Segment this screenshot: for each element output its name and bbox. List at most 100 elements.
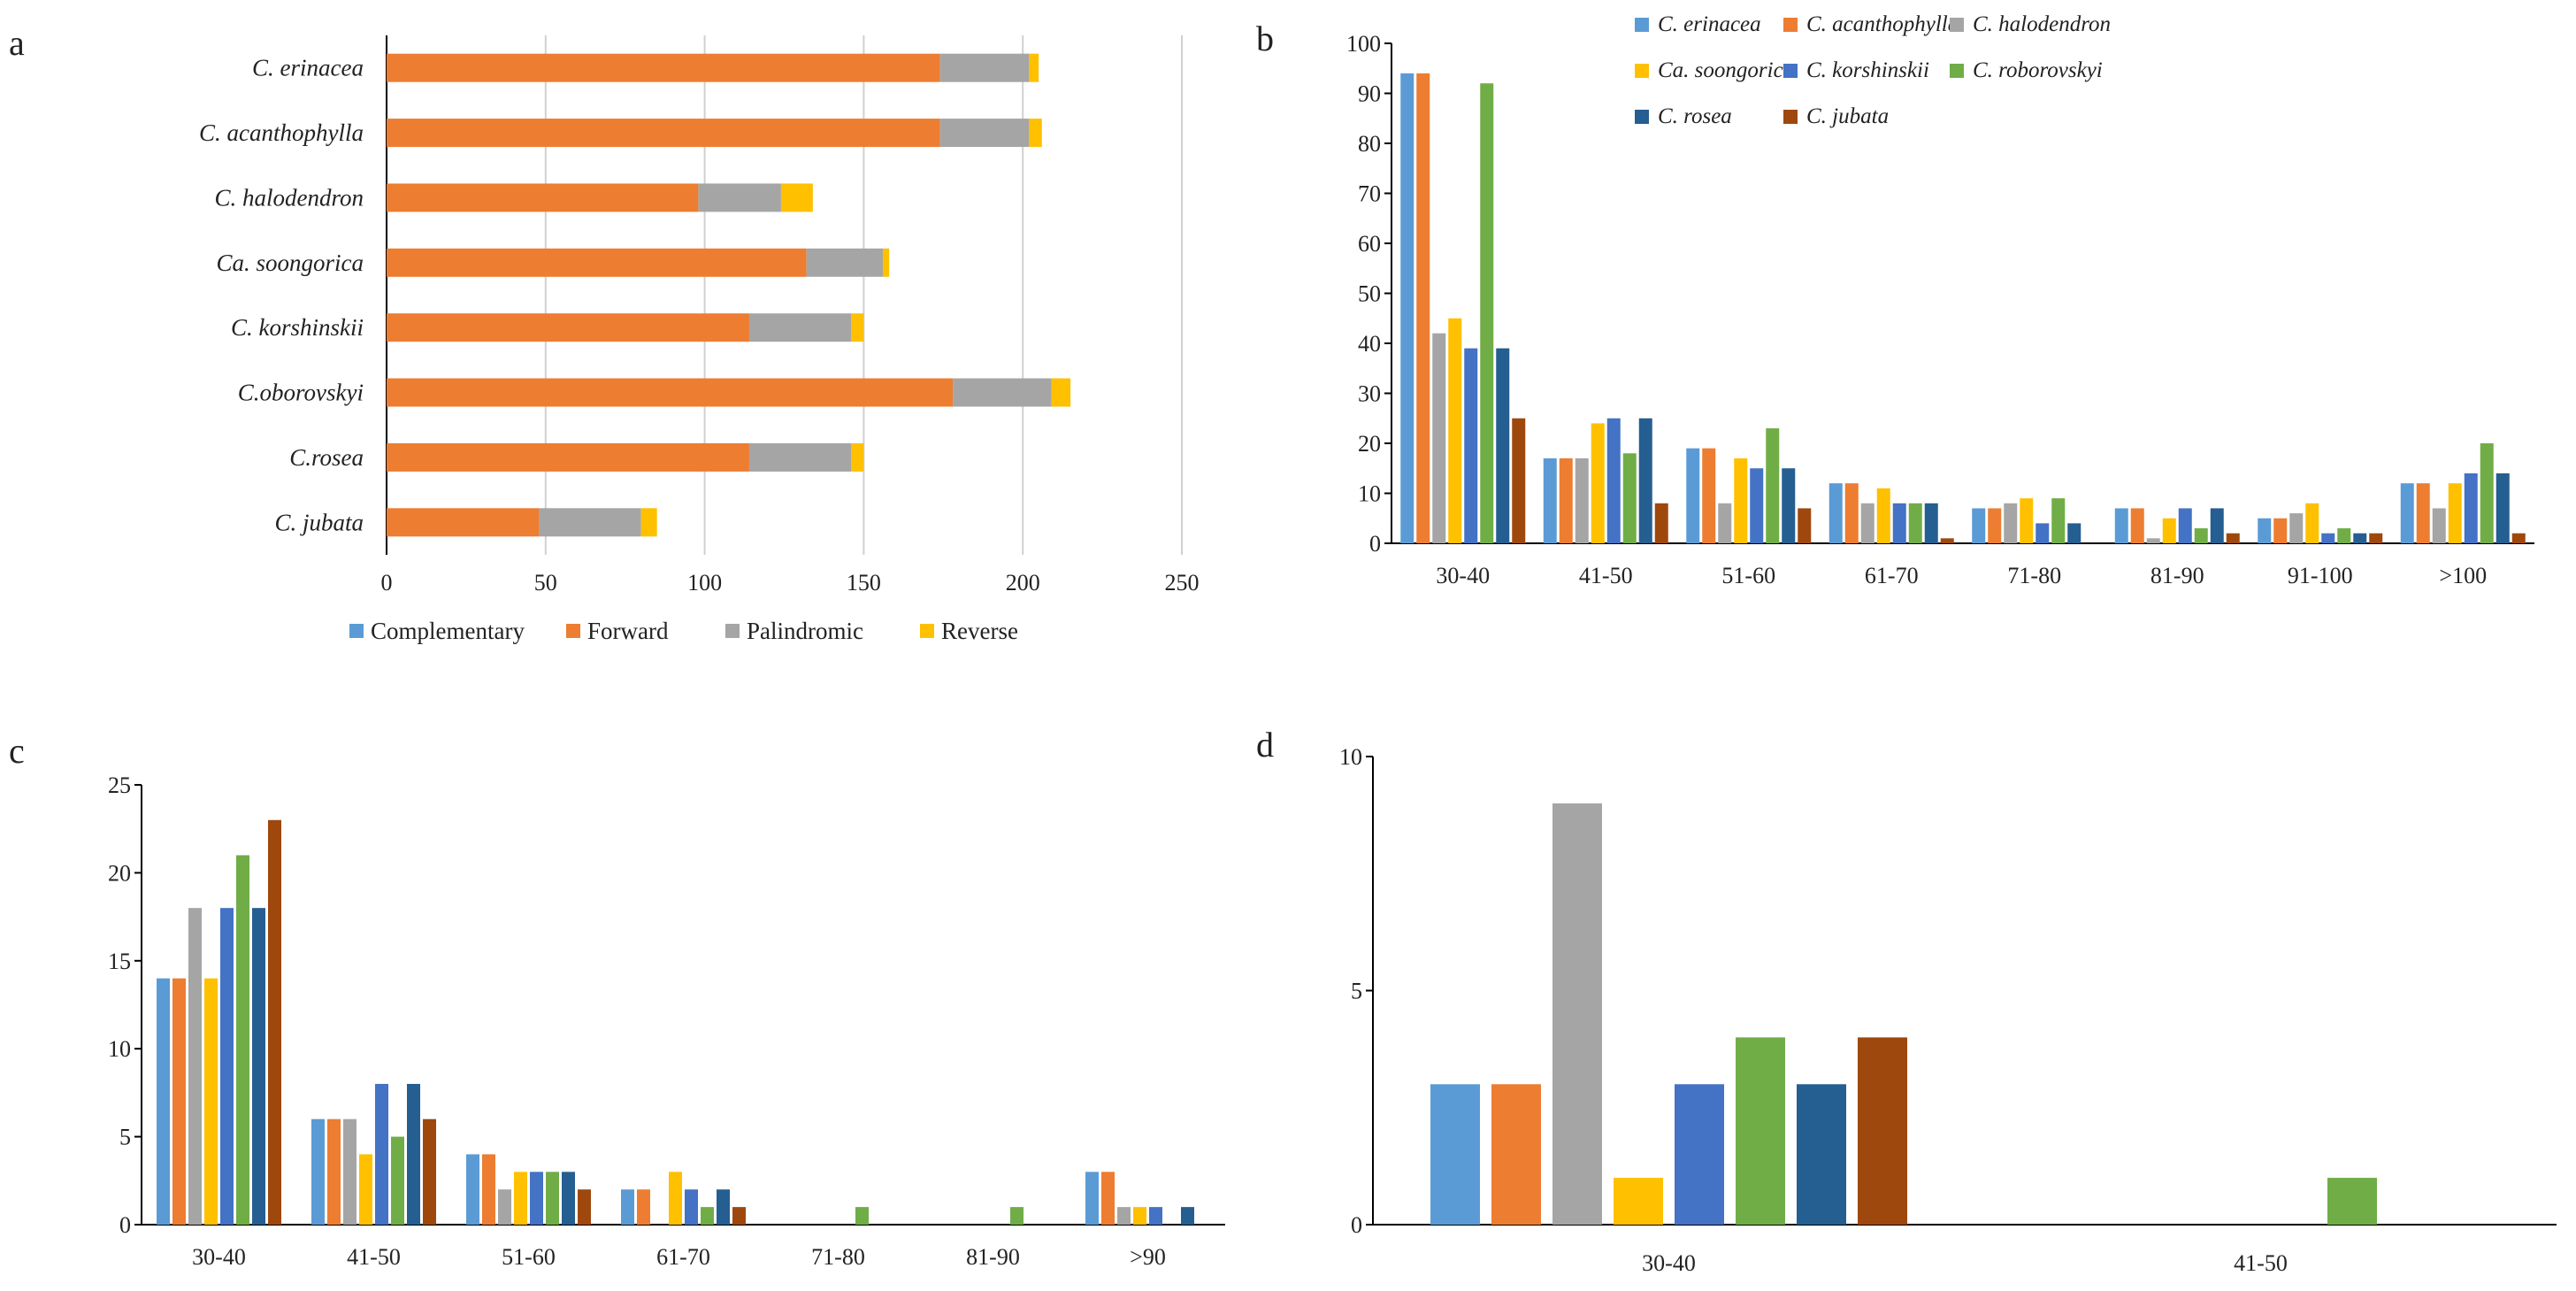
panel-a-bar-reverse bbox=[851, 442, 864, 472]
panel-b-x-tick-label: >100 bbox=[2439, 563, 2487, 588]
panel-c-x-tick-label: >90 bbox=[1130, 1244, 1166, 1270]
panel-b-legend-swatch-c-roborovskyi bbox=[1950, 64, 1964, 78]
panel-c-y-tick-label: 10 bbox=[108, 1036, 131, 1062]
panel-a-bar-forward bbox=[387, 313, 749, 342]
panel-a-bar-reverse bbox=[882, 248, 890, 277]
panel-c-bar-c-erinacea bbox=[1085, 1172, 1099, 1225]
panel-b-bar-c-erinacea bbox=[1543, 457, 1557, 543]
panel-d-x-tick-label: 41-50 bbox=[2234, 1250, 2288, 1276]
panel-d-bar-c-acanthophylla bbox=[1491, 1084, 1541, 1225]
panel-a-category-label: C. jubata bbox=[274, 509, 364, 535]
panel-b-legend-label: C. korshinskii bbox=[1806, 58, 1929, 82]
panel-b-bar-c-jubata bbox=[2226, 533, 2240, 543]
panel-c-bar-c-halodendron bbox=[1117, 1207, 1131, 1225]
panel-b-bar-c-rosea bbox=[1496, 348, 1510, 543]
panel-b-bar-c-acanthophylla bbox=[2416, 483, 2430, 543]
panel-b-x-tick-label: 71-80 bbox=[2007, 563, 2061, 588]
panel-a-bar-palindromic bbox=[748, 313, 852, 342]
panel-b-bar-c-roborovskyi bbox=[1908, 503, 1922, 543]
panel-b-bar-c-roborovskyi bbox=[1766, 428, 1780, 543]
panel-c-bar-c-rosea bbox=[252, 908, 265, 1225]
panel-b-bar-c-rosea bbox=[2353, 533, 2367, 543]
panel-b-y-tick-label: 90 bbox=[1358, 81, 1381, 107]
panel-b-bar-ca-soongorica bbox=[2448, 483, 2462, 543]
panel-a-bar-reverse bbox=[1051, 378, 1071, 407]
panel-c-bar-c-korshinskii bbox=[685, 1189, 698, 1225]
panel-b-bar-c-roborovskyi bbox=[2194, 528, 2208, 543]
panel-a-bar-reverse bbox=[851, 313, 864, 342]
panel-d-bar-c-jubata bbox=[1858, 1037, 1907, 1225]
panel-b-bar-c-korshinskii bbox=[1892, 503, 1906, 543]
panel-c-bar-c-korshinskii bbox=[375, 1083, 388, 1225]
panel-a-bar-reverse bbox=[1029, 119, 1042, 148]
panel-b-bar-c-acanthophylla bbox=[1988, 508, 2002, 543]
panel-b-x-tick-label: 61-70 bbox=[1865, 563, 1919, 588]
panel-c-bar-c-roborovskyi bbox=[391, 1136, 404, 1225]
panel-a-category-label: C. erinacea bbox=[252, 55, 364, 81]
panel-c-bar-c-korshinskii bbox=[530, 1172, 543, 1225]
panel-b-legend-label: C. acanthophylla bbox=[1806, 12, 1959, 36]
panel-c-bar-c-roborovskyi bbox=[546, 1172, 559, 1225]
panel-b-x-tick-label: 30-40 bbox=[1436, 563, 1490, 588]
panel-c-chart: 0 5 10 15 20 25 30-40 41-50 51-60 61-70 71-80 81-90… bbox=[108, 772, 1225, 1270]
panel-c-bar-c-roborovskyi bbox=[236, 855, 249, 1225]
panel-b-bar-c-korshinskii bbox=[2178, 508, 2192, 543]
panel-b-legend-label: C. erinacea bbox=[1658, 12, 1761, 36]
panel-b-bar-c-erinacea bbox=[2400, 483, 2414, 543]
panel-c-bar-c-acanthophylla bbox=[482, 1154, 495, 1225]
panel-c-y-tick-label: 25 bbox=[108, 772, 131, 798]
panel-c-bar-c-erinacea bbox=[621, 1189, 634, 1225]
panel-label-d: d bbox=[1256, 725, 1274, 765]
panel-d-bar-c-korshinskii bbox=[1675, 1084, 1724, 1225]
panel-c-x-tick-label: 81-90 bbox=[966, 1244, 1020, 1270]
panel-c-bar-c-korshinskii bbox=[220, 908, 234, 1225]
panel-b-x-tick-label: 91-100 bbox=[2288, 563, 2353, 588]
panel-b-bar-c-korshinskii bbox=[2036, 523, 2050, 543]
panel-d-x-tick-label: 30-40 bbox=[1642, 1250, 1696, 1276]
panel-b-bar-c-halodendron bbox=[2146, 538, 2160, 543]
panel-c-bar-ca-soongorica bbox=[359, 1154, 372, 1225]
panel-d-y-tick-label: 5 bbox=[1351, 979, 1362, 1004]
panel-a-bar-forward bbox=[387, 248, 807, 277]
panel-a-category-label: C. halodendron bbox=[215, 184, 364, 211]
panel-label-c: c bbox=[9, 731, 25, 771]
panel-c-bar-c-korshinskii bbox=[1149, 1207, 1162, 1225]
panel-a-x-tick-label: 200 bbox=[1006, 570, 1040, 596]
panel-b-bar-c-acanthophylla bbox=[1702, 448, 1716, 543]
panel-a-bar-reverse bbox=[1029, 53, 1039, 82]
panel-a-legend-swatch-complementary bbox=[349, 624, 364, 638]
panel-a-bar-palindromic bbox=[806, 248, 883, 277]
panel-b-bar-ca-soongorica bbox=[1591, 423, 1605, 543]
panel-a-category-label: Ca. soongorica bbox=[216, 250, 364, 276]
panel-b-bar-c-korshinskii bbox=[1606, 418, 1621, 543]
panel-b-legend-swatch-c-acanthophylla bbox=[1783, 18, 1798, 32]
panel-a-bar-palindromic bbox=[748, 442, 852, 472]
panel-b-bar-c-erinacea bbox=[2114, 508, 2128, 543]
panel-b-bar-c-korshinskii bbox=[2464, 473, 2478, 543]
panel-c-bar-c-roborovskyi bbox=[855, 1207, 869, 1225]
panel-c-bar-c-roborovskyi bbox=[701, 1207, 714, 1225]
panel-a-x-tick-label: 50 bbox=[534, 570, 557, 596]
panel-c-x-tick-label: 51-60 bbox=[502, 1244, 556, 1270]
panel-c-bar-ca-soongorica bbox=[514, 1172, 527, 1225]
panel-c-bar-c-rosea bbox=[562, 1172, 575, 1225]
panel-b-bar-c-erinacea bbox=[1686, 448, 1700, 543]
panel-b-chart: 0 10 20 30 40 50 60 70 80 90 100 30-40 41-50 51-60 61-… bbox=[1346, 12, 2534, 588]
panel-c-x-tick-label: 61-70 bbox=[656, 1244, 710, 1270]
panel-b-bar-c-halodendron bbox=[1860, 503, 1874, 543]
panel-d-bar-c-rosea bbox=[1797, 1084, 1846, 1225]
panel-b-bar-c-halodendron bbox=[2432, 508, 2446, 543]
panel-a-bar-forward bbox=[387, 442, 749, 472]
panel-b-bar-ca-soongorica bbox=[2162, 518, 2176, 543]
panel-b-y-tick-label: 0 bbox=[1369, 531, 1381, 557]
panel-b-bar-c-acanthophylla bbox=[1559, 457, 1573, 543]
panel-b-bar-c-rosea bbox=[1924, 503, 1938, 543]
panel-b-x-tick-label: 51-60 bbox=[1721, 563, 1775, 588]
panel-b-bar-c-korshinskii bbox=[1750, 468, 1764, 543]
panel-a-bar-reverse bbox=[780, 183, 813, 212]
panel-b-bar-c-jubata bbox=[2511, 533, 2526, 543]
panel-b-y-tick-label: 80 bbox=[1358, 131, 1381, 157]
panel-b-bar-c-erinacea bbox=[1972, 508, 1986, 543]
